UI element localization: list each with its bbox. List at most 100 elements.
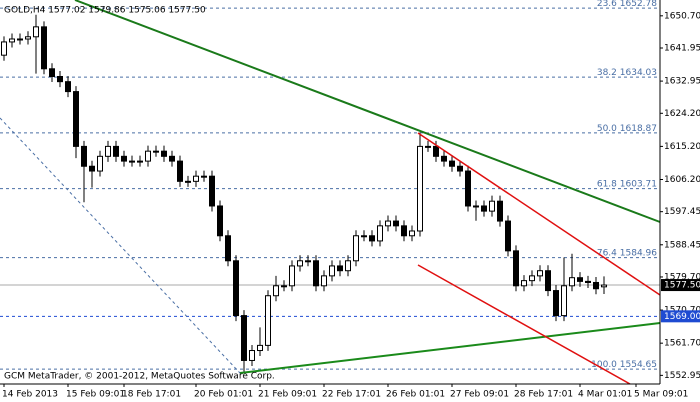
y-tick-label: 1561.70 xyxy=(664,339,700,349)
x-tick-label: 28 Feb 17:01 xyxy=(514,390,573,400)
fib-level: 38.2 xyxy=(597,68,617,78)
y-tick-label: 1597.45 xyxy=(664,207,700,217)
candle-body xyxy=(433,145,439,157)
fib-level: 23.6 xyxy=(597,0,617,9)
x-tick-label: 18 Feb 17:01 xyxy=(122,390,181,400)
x-tick-label: 5 Mar 09:01 xyxy=(634,390,688,400)
candle-body xyxy=(217,205,223,237)
fib-label: 50.0 1618.87 xyxy=(597,123,657,133)
channel-line xyxy=(417,264,631,385)
candle-body xyxy=(537,270,543,277)
candle-body xyxy=(209,175,215,207)
candle-body xyxy=(57,76,63,83)
candle-body xyxy=(249,350,255,361)
candle-body xyxy=(33,26,39,38)
candle-body xyxy=(521,280,527,287)
fib-price: 1603.71 xyxy=(620,179,657,189)
fib-level: 100.0 xyxy=(591,360,617,370)
x-tick-label: 15 Feb 09:01 xyxy=(66,390,125,400)
level-label: 1569.00 xyxy=(664,312,700,322)
candle-body xyxy=(49,68,55,78)
candle-body xyxy=(377,225,383,242)
candle-body xyxy=(41,26,47,70)
candle-body xyxy=(305,260,311,263)
candle-body xyxy=(1,41,7,56)
candle-body xyxy=(513,250,519,287)
candle-body xyxy=(137,160,143,163)
bid-box xyxy=(661,279,700,292)
candle-body xyxy=(593,281,599,290)
candle-body xyxy=(601,284,607,288)
candle-body xyxy=(545,270,551,292)
candle-body xyxy=(153,150,159,153)
fib-level: 61.8 xyxy=(597,179,617,189)
candle-body xyxy=(441,155,447,162)
candle-body xyxy=(409,230,415,237)
candle-body xyxy=(297,260,303,267)
trend-line xyxy=(239,322,661,374)
candle-body xyxy=(257,344,263,352)
x-tick-label: 27 Feb 09:01 xyxy=(450,390,509,400)
candle-body xyxy=(497,200,503,222)
candle-body xyxy=(177,160,183,182)
candle-body xyxy=(417,145,423,232)
candle-body xyxy=(17,38,23,41)
fib-level: 50.0 xyxy=(597,123,617,133)
candle-body xyxy=(145,150,151,162)
candle-body xyxy=(345,260,351,272)
candle-body xyxy=(121,155,127,162)
candle-body xyxy=(553,290,559,317)
level-box xyxy=(661,310,700,323)
candle-body xyxy=(105,145,111,157)
candle-body xyxy=(489,200,495,212)
candle-body xyxy=(89,165,95,172)
candle-body xyxy=(265,295,271,346)
fib-price: 1618.87 xyxy=(620,123,657,133)
candle-body xyxy=(281,285,287,288)
candle-body xyxy=(401,225,407,237)
candle-body xyxy=(193,175,199,182)
y-tick-label: 1624.20 xyxy=(664,109,700,119)
candle-body xyxy=(393,220,399,227)
candle-body xyxy=(569,277,575,287)
plot-area: 23.6 1652.78 38.2 1634.03 50.0 1618.87 61.8… xyxy=(0,0,660,372)
candle-body xyxy=(161,150,167,157)
candle-body xyxy=(9,38,15,43)
fib-label: 23.6 1652.78 xyxy=(597,0,657,9)
fib-label: 76.4 1584.96 xyxy=(597,248,657,258)
candle-body xyxy=(353,235,359,262)
candle-body xyxy=(585,280,591,283)
chart-title: GOLD,H4 1577.02 1579.86 1575.06 1577.50 xyxy=(4,6,206,16)
y-tick-label: 1588.45 xyxy=(664,240,700,250)
fib-price: 1554.65 xyxy=(620,360,657,370)
y-tick-label: 1641.95 xyxy=(664,44,700,54)
x-tick-label: 26 Feb 01:01 xyxy=(386,390,445,400)
candle-body xyxy=(169,155,175,162)
candle-body xyxy=(561,285,567,317)
candle-body xyxy=(577,277,583,282)
y-tick-label: 1615.20 xyxy=(664,142,700,152)
candle-body xyxy=(273,285,279,297)
candle-body xyxy=(361,235,367,238)
candle-body xyxy=(81,145,87,167)
candle-body xyxy=(369,235,375,242)
candle-body xyxy=(329,265,335,277)
candle-body xyxy=(289,265,295,287)
y-tick-label: 1606.20 xyxy=(664,175,700,185)
y-tick-label: 1650.70 xyxy=(664,11,700,21)
fib-price: 1652.78 xyxy=(620,0,657,9)
candle-body xyxy=(449,160,455,167)
x-tick-label: 4 Mar 01:01 xyxy=(578,390,632,400)
candle-body xyxy=(201,175,207,178)
candle-body xyxy=(97,155,103,172)
candle-body xyxy=(529,275,535,282)
trend-line xyxy=(0,117,241,374)
candle-body xyxy=(473,205,479,208)
fib-price: 1584.96 xyxy=(620,248,657,258)
candle-body xyxy=(241,315,247,361)
fib-price: 1634.03 xyxy=(620,68,657,78)
candle-body xyxy=(225,235,231,262)
fib-label: 38.2 1634.03 xyxy=(597,68,657,78)
